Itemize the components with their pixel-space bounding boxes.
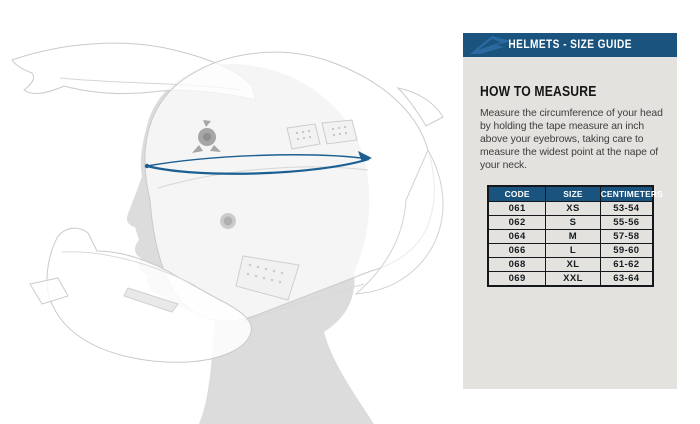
size-cell: XL bbox=[545, 257, 601, 272]
table-row: 069 XXL 63-64 bbox=[487, 271, 654, 287]
table-row: 066 L 59-60 bbox=[487, 243, 654, 258]
size-table: CODE SIZE CENTIMETERS 061 XS 53-54 062 S… bbox=[487, 185, 663, 287]
chin-lip bbox=[29, 277, 69, 305]
table-row: 062 S 55-56 bbox=[487, 215, 654, 230]
size-table-header-row: CODE SIZE CENTIMETERS bbox=[487, 185, 663, 202]
top-vent-right bbox=[321, 119, 358, 145]
panel-header: HELMETS - SIZE GUIDE bbox=[463, 33, 677, 57]
chin-seam-line bbox=[61, 251, 197, 287]
size-cell: L bbox=[545, 243, 601, 258]
cm-cell: 63-64 bbox=[599, 271, 654, 287]
side-pivot-button bbox=[220, 213, 236, 229]
measure-arrowhead bbox=[358, 151, 372, 162]
code-cell: 066 bbox=[487, 243, 547, 258]
cm-cell: 55-56 bbox=[599, 215, 654, 230]
code-cell: 061 bbox=[487, 201, 547, 216]
helmet-rear-flare bbox=[354, 148, 444, 295]
size-cell: XS bbox=[545, 201, 601, 216]
shell-seam-line bbox=[157, 166, 369, 189]
size-guide-panel: HOW TO MEASURE Measure the circumference… bbox=[463, 57, 677, 389]
table-row: 064 M 57-58 bbox=[487, 229, 654, 244]
cm-cell: 61-62 bbox=[599, 257, 654, 272]
helmet-rear-fin bbox=[396, 87, 444, 127]
helmet-illustration-svg bbox=[11, 42, 444, 424]
size-cell: XXL bbox=[545, 271, 601, 287]
code-cell: 068 bbox=[487, 257, 547, 272]
size-table-header-code: CODE bbox=[487, 185, 547, 202]
cm-cell: 57-58 bbox=[599, 229, 654, 244]
how-to-measure-body: Measure the circumference of your head b… bbox=[480, 108, 663, 171]
helmet-illustration bbox=[11, 42, 444, 424]
code-cell: 062 bbox=[487, 215, 547, 230]
chin-vent-slit bbox=[123, 287, 179, 313]
cm-cell: 53-54 bbox=[599, 201, 654, 216]
acerbis-logo-icon bbox=[470, 36, 511, 54]
panel-title: HELMETS - SIZE GUIDE bbox=[508, 39, 632, 51]
how-to-measure-title: HOW TO MEASURE bbox=[480, 84, 597, 100]
measure-line bbox=[144, 151, 372, 175]
table-row: 061 XS 53-54 bbox=[487, 201, 654, 216]
top-vent-holes bbox=[295, 125, 348, 141]
code-cell: 064 bbox=[487, 229, 547, 244]
peak-screw-knob bbox=[192, 120, 221, 153]
side-vent bbox=[235, 255, 300, 301]
size-cell: S bbox=[545, 215, 601, 230]
lower-seam-line bbox=[245, 283, 365, 321]
size-table-header-size: SIZE bbox=[545, 185, 601, 202]
size-cell: M bbox=[545, 229, 601, 244]
code-cell: 069 bbox=[487, 271, 547, 287]
cm-cell: 59-60 bbox=[599, 243, 654, 258]
top-vent-left bbox=[286, 123, 321, 150]
size-table-header-centimeters: CENTIMETERS bbox=[599, 185, 663, 202]
side-vent-holes bbox=[246, 263, 284, 284]
table-row: 068 XL 61-62 bbox=[487, 257, 654, 272]
